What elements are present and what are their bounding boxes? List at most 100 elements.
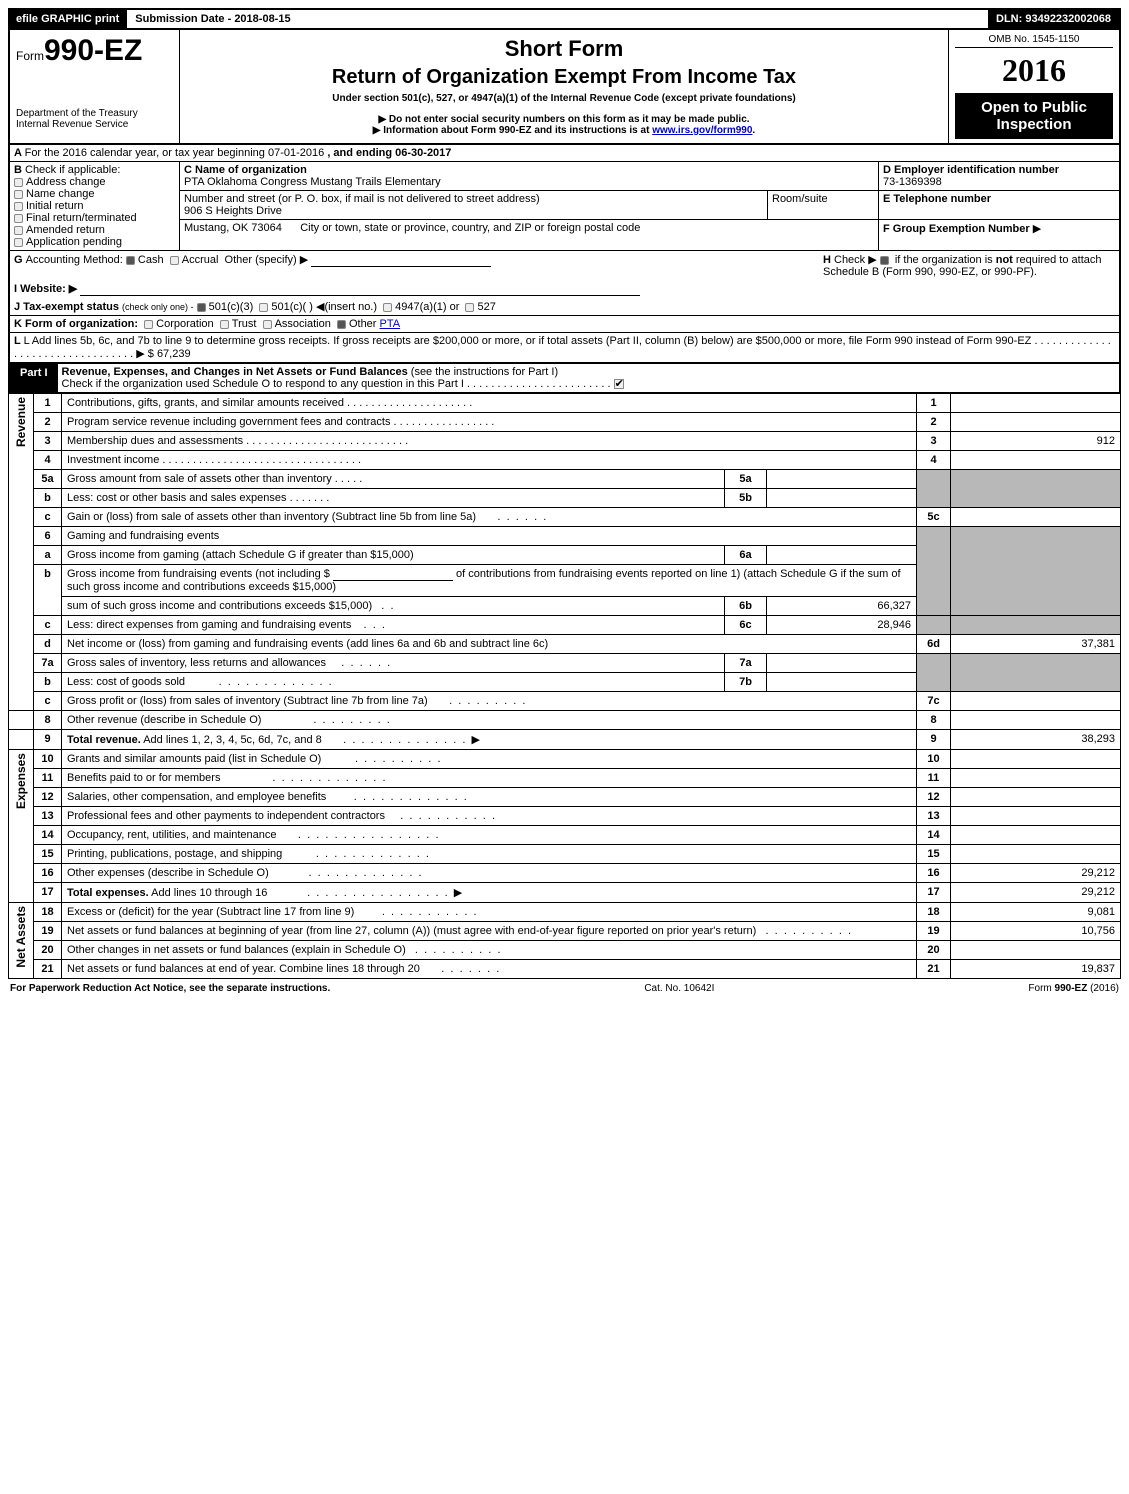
ln-19: 19	[34, 922, 62, 941]
radio-501c[interactable]	[259, 303, 268, 312]
inset-6a: 6a	[725, 546, 767, 565]
line-11-text: Benefits paid to or for members	[67, 772, 220, 784]
col-6d: 6d	[917, 635, 951, 654]
info-note-suffix: .	[752, 125, 755, 136]
c-label: C Name of organization	[184, 164, 307, 176]
check-h[interactable]	[880, 256, 889, 265]
col-17: 17	[917, 883, 951, 903]
line-16-text: Other expenses (describe in Schedule O)	[67, 867, 269, 879]
col-21: 21	[917, 960, 951, 979]
col-19: 19	[917, 922, 951, 941]
insetamt-6b: 66,327	[767, 597, 917, 616]
g-cash: Cash	[138, 254, 164, 266]
check-name-change[interactable]	[14, 190, 23, 199]
footer-catno: Cat. No. 10642I	[644, 983, 714, 994]
h-not: not	[996, 254, 1013, 266]
radio-trust[interactable]	[220, 320, 229, 329]
radio-527[interactable]	[465, 303, 474, 312]
amt-11	[951, 769, 1121, 788]
line-1-text: Contributions, gifts, grants, and simila…	[67, 397, 344, 409]
col-5c: 5c	[917, 508, 951, 527]
h-check-label: Check ▶	[834, 254, 877, 266]
irs-link[interactable]: www.irs.gov/form990	[652, 125, 752, 136]
opt-final-return: Final return/terminated	[26, 212, 137, 224]
line-10-text: Grants and similar amounts paid (list in…	[67, 753, 321, 765]
line-21-text: Net assets or fund balances at end of ye…	[67, 963, 420, 975]
radio-4947[interactable]	[383, 303, 392, 312]
k-corp: Corporation	[156, 318, 213, 330]
amt-21: 19,837	[951, 960, 1121, 979]
radio-501c3[interactable]	[197, 303, 206, 312]
part1-table: Revenue 1 Contributions, gifts, grants, …	[8, 393, 1121, 979]
ln-8: 8	[34, 711, 62, 730]
amt-17: 29,212	[951, 883, 1121, 903]
g-label: Accounting Method:	[26, 254, 123, 266]
j-row: J Tax-exempt status (check only one) - 5…	[8, 298, 1121, 316]
ln-14: 14	[34, 826, 62, 845]
e-label: E Telephone number	[883, 193, 1115, 205]
ln-6b: b	[34, 565, 62, 616]
k-other-link[interactable]: PTA	[380, 318, 401, 330]
omb-number: OMB No. 1545-1150	[955, 34, 1113, 48]
part1-header-row: Part I Revenue, Expenses, and Changes in…	[8, 364, 1121, 393]
ln-5c: c	[34, 508, 62, 527]
part1-schedule-o-check[interactable]	[614, 379, 624, 389]
inset-7a: 7a	[725, 654, 767, 673]
amt-10	[951, 750, 1121, 769]
col-8: 8	[917, 711, 951, 730]
ln-6a: a	[34, 546, 62, 565]
expenses-side-label: Expenses	[9, 750, 34, 903]
amt-8	[951, 711, 1121, 730]
amt-20	[951, 941, 1121, 960]
efile-print-button[interactable]: efile GRAPHIC print	[10, 10, 125, 28]
line-13-text: Professional fees and other payments to …	[67, 810, 385, 822]
check-amended-return[interactable]	[14, 226, 23, 235]
line-12-text: Salaries, other compensation, and employ…	[67, 791, 326, 803]
ln-16: 16	[34, 864, 62, 883]
amt-19: 10,756	[951, 922, 1121, 941]
check-application-pending[interactable]	[14, 238, 23, 247]
ln-20: 20	[34, 941, 62, 960]
top-bar: efile GRAPHIC print Submission Date - 20…	[8, 8, 1121, 30]
radio-other[interactable]	[337, 320, 346, 329]
dept-irs: Internal Revenue Service	[16, 119, 173, 130]
g-accrual: Accrual	[182, 254, 219, 266]
amt-15	[951, 845, 1121, 864]
netassets-side-label: Net Assets	[9, 903, 34, 979]
dept-treasury: Department of the Treasury	[16, 108, 173, 119]
j-label: J Tax-exempt status	[14, 301, 119, 313]
opt-initial-return: Initial return	[26, 200, 83, 212]
check-final-return[interactable]	[14, 214, 23, 223]
form-prefix: Form	[16, 49, 44, 63]
line-6b-pre: Gross income from fundraising events (no…	[67, 568, 333, 580]
check-address-change[interactable]	[14, 178, 23, 187]
form-number: 990-EZ	[44, 34, 142, 67]
k-row: K Form of organization: Corporation Trus…	[8, 316, 1121, 333]
ln-3: 3	[34, 432, 62, 451]
ein-value: 73-1369398	[883, 176, 1115, 188]
footer-left: For Paperwork Reduction Act Notice, see …	[10, 983, 330, 994]
ln-11: 11	[34, 769, 62, 788]
amt-6d: 37,381	[951, 635, 1121, 654]
opt-address-change: Address change	[26, 176, 106, 188]
col-15: 15	[917, 845, 951, 864]
amt-1	[951, 394, 1121, 413]
dln-label: DLN: 93492232002068	[988, 10, 1119, 28]
l-text: L Add lines 5b, 6c, and 7b to line 9 to …	[24, 335, 1032, 347]
col-9: 9	[917, 730, 951, 750]
radio-assoc[interactable]	[263, 320, 272, 329]
radio-accrual[interactable]	[170, 256, 179, 265]
radio-cash[interactable]	[126, 256, 135, 265]
col-20: 20	[917, 941, 951, 960]
amt-7c	[951, 692, 1121, 711]
k-assoc: Association	[275, 318, 331, 330]
insetamt-5a	[767, 470, 917, 489]
h-text1: if the organization is	[895, 254, 996, 266]
ln-10: 10	[34, 750, 62, 769]
part1-heading-note: (see the instructions for Part I)	[408, 366, 558, 378]
radio-corp[interactable]	[144, 320, 153, 329]
col-2: 2	[917, 413, 951, 432]
line-a-text: For the 2016 calendar year, or tax year …	[25, 147, 325, 159]
check-initial-return[interactable]	[14, 202, 23, 211]
ln-4: 4	[34, 451, 62, 470]
